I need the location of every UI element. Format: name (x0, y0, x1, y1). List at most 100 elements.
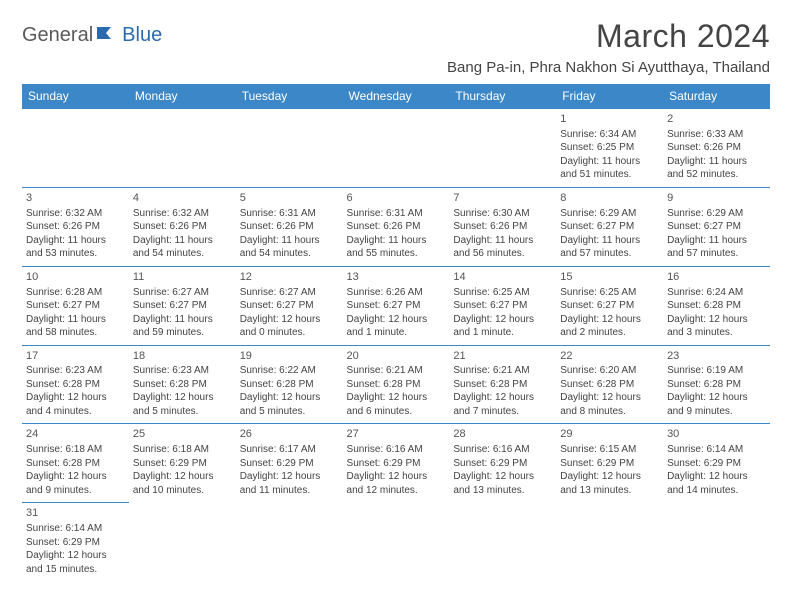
daylight-text: and 5 minutes. (240, 405, 339, 419)
sunset-text: Sunset: 6:28 PM (560, 378, 659, 392)
daylight-text: Daylight: 11 hours (240, 234, 339, 248)
daylight-text: and 56 minutes. (453, 247, 552, 261)
calendar-day-cell: 2Sunrise: 6:33 AMSunset: 6:26 PMDaylight… (663, 109, 770, 188)
daylight-text: Daylight: 12 hours (453, 313, 552, 327)
daylight-text: Daylight: 12 hours (560, 313, 659, 327)
sunrise-text: Sunrise: 6:28 AM (26, 286, 125, 300)
calendar-week-row: 17Sunrise: 6:23 AMSunset: 6:28 PMDayligh… (22, 345, 770, 424)
daylight-text: and 54 minutes. (133, 247, 232, 261)
calendar-day-cell: 27Sunrise: 6:16 AMSunset: 6:29 PMDayligh… (343, 424, 450, 503)
daylight-text: and 9 minutes. (26, 484, 125, 498)
calendar-day-cell (556, 503, 663, 581)
title-block: March 2024 Bang Pa-in, Phra Nakhon Si Ay… (447, 18, 770, 76)
calendar-day-cell (449, 109, 556, 188)
sunset-text: Sunset: 6:29 PM (453, 457, 552, 471)
sunset-text: Sunset: 6:26 PM (133, 220, 232, 234)
day-number: 16 (667, 270, 766, 285)
sunset-text: Sunset: 6:27 PM (347, 299, 446, 313)
sunrise-text: Sunrise: 6:34 AM (560, 128, 659, 142)
daylight-text: Daylight: 12 hours (453, 391, 552, 405)
sunrise-text: Sunrise: 6:24 AM (667, 286, 766, 300)
flag-icon (97, 25, 119, 46)
daylight-text: Daylight: 12 hours (26, 391, 125, 405)
calendar-day-cell: 31Sunrise: 6:14 AMSunset: 6:29 PMDayligh… (22, 503, 129, 581)
calendar-day-cell: 23Sunrise: 6:19 AMSunset: 6:28 PMDayligh… (663, 345, 770, 424)
sunrise-text: Sunrise: 6:23 AM (26, 364, 125, 378)
sunset-text: Sunset: 6:26 PM (347, 220, 446, 234)
calendar-day-cell: 7Sunrise: 6:30 AMSunset: 6:26 PMDaylight… (449, 187, 556, 266)
daylight-text: and 1 minute. (453, 326, 552, 340)
calendar-day-cell: 10Sunrise: 6:28 AMSunset: 6:27 PMDayligh… (22, 266, 129, 345)
sunset-text: Sunset: 6:27 PM (560, 299, 659, 313)
sunrise-text: Sunrise: 6:18 AM (133, 443, 232, 457)
sunset-text: Sunset: 6:29 PM (347, 457, 446, 471)
logo-text-blue: Blue (122, 24, 162, 47)
page-title: March 2024 (447, 18, 770, 55)
sunrise-text: Sunrise: 6:14 AM (667, 443, 766, 457)
day-number: 19 (240, 349, 339, 364)
day-number: 13 (347, 270, 446, 285)
sunrise-text: Sunrise: 6:32 AM (133, 207, 232, 221)
calendar-day-cell: 16Sunrise: 6:24 AMSunset: 6:28 PMDayligh… (663, 266, 770, 345)
sunrise-text: Sunrise: 6:22 AM (240, 364, 339, 378)
calendar-day-cell: 30Sunrise: 6:14 AMSunset: 6:29 PMDayligh… (663, 424, 770, 503)
daylight-text: and 58 minutes. (26, 326, 125, 340)
daylight-text: Daylight: 12 hours (26, 470, 125, 484)
daylight-text: Daylight: 12 hours (667, 313, 766, 327)
sunset-text: Sunset: 6:26 PM (453, 220, 552, 234)
weekday-header: Wednesday (343, 84, 450, 109)
calendar-day-cell: 20Sunrise: 6:21 AMSunset: 6:28 PMDayligh… (343, 345, 450, 424)
sunrise-text: Sunrise: 6:21 AM (347, 364, 446, 378)
sunrise-text: Sunrise: 6:25 AM (453, 286, 552, 300)
calendar-day-cell: 22Sunrise: 6:20 AMSunset: 6:28 PMDayligh… (556, 345, 663, 424)
daylight-text: Daylight: 12 hours (560, 391, 659, 405)
day-number: 25 (133, 427, 232, 442)
day-number: 17 (26, 349, 125, 364)
sunset-text: Sunset: 6:28 PM (453, 378, 552, 392)
daylight-text: and 10 minutes. (133, 484, 232, 498)
day-number: 29 (560, 427, 659, 442)
day-number: 1 (560, 112, 659, 127)
sunrise-text: Sunrise: 6:29 AM (560, 207, 659, 221)
daylight-text: and 15 minutes. (26, 563, 125, 577)
sunrise-text: Sunrise: 6:23 AM (133, 364, 232, 378)
sunset-text: Sunset: 6:29 PM (133, 457, 232, 471)
sunset-text: Sunset: 6:29 PM (240, 457, 339, 471)
calendar-body: 1Sunrise: 6:34 AMSunset: 6:25 PMDaylight… (22, 109, 770, 582)
daylight-text: and 7 minutes. (453, 405, 552, 419)
sunset-text: Sunset: 6:29 PM (26, 536, 125, 550)
sunrise-text: Sunrise: 6:18 AM (26, 443, 125, 457)
day-number: 18 (133, 349, 232, 364)
sunrise-text: Sunrise: 6:17 AM (240, 443, 339, 457)
calendar-week-row: 24Sunrise: 6:18 AMSunset: 6:28 PMDayligh… (22, 424, 770, 503)
daylight-text: and 3 minutes. (667, 326, 766, 340)
calendar-day-cell: 1Sunrise: 6:34 AMSunset: 6:25 PMDaylight… (556, 109, 663, 188)
daylight-text: Daylight: 11 hours (667, 155, 766, 169)
sunset-text: Sunset: 6:28 PM (26, 457, 125, 471)
day-number: 26 (240, 427, 339, 442)
calendar-day-cell: 12Sunrise: 6:27 AMSunset: 6:27 PMDayligh… (236, 266, 343, 345)
sunset-text: Sunset: 6:28 PM (347, 378, 446, 392)
daylight-text: and 4 minutes. (26, 405, 125, 419)
daylight-text: and 14 minutes. (667, 484, 766, 498)
calendar-week-row: 3Sunrise: 6:32 AMSunset: 6:26 PMDaylight… (22, 187, 770, 266)
day-number: 4 (133, 191, 232, 206)
daylight-text: Daylight: 12 hours (347, 313, 446, 327)
daylight-text: Daylight: 11 hours (26, 234, 125, 248)
sunset-text: Sunset: 6:27 PM (133, 299, 232, 313)
calendar-week-row: 1Sunrise: 6:34 AMSunset: 6:25 PMDaylight… (22, 109, 770, 188)
sunrise-text: Sunrise: 6:27 AM (133, 286, 232, 300)
daylight-text: Daylight: 11 hours (133, 313, 232, 327)
day-number: 11 (133, 270, 232, 285)
sunrise-text: Sunrise: 6:15 AM (560, 443, 659, 457)
sunrise-text: Sunrise: 6:21 AM (453, 364, 552, 378)
sunrise-text: Sunrise: 6:25 AM (560, 286, 659, 300)
day-number: 6 (347, 191, 446, 206)
weekday-header: Sunday (22, 84, 129, 109)
day-number: 14 (453, 270, 552, 285)
daylight-text: and 13 minutes. (560, 484, 659, 498)
day-number: 27 (347, 427, 446, 442)
daylight-text: and 13 minutes. (453, 484, 552, 498)
calendar-day-cell: 5Sunrise: 6:31 AMSunset: 6:26 PMDaylight… (236, 187, 343, 266)
calendar-day-cell (343, 503, 450, 581)
